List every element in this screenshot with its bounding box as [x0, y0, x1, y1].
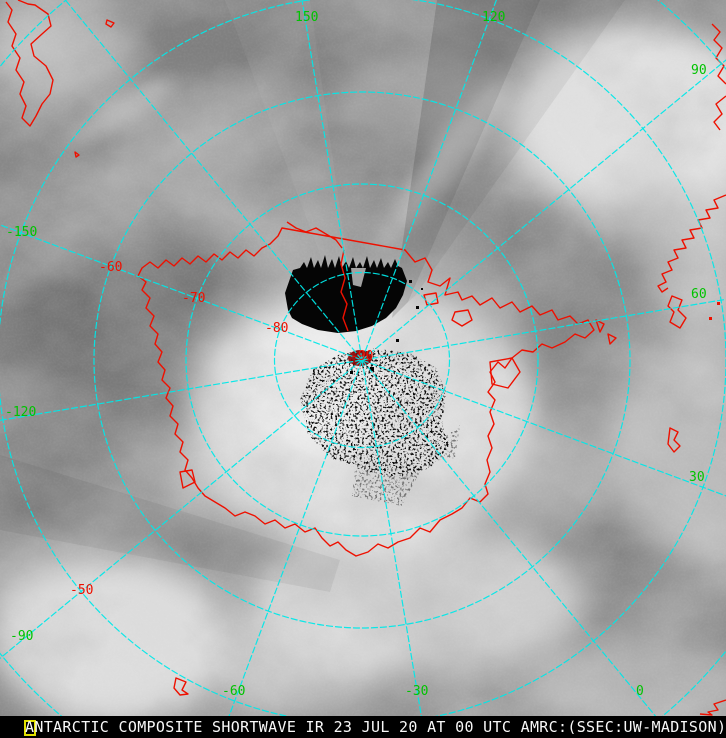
satellite-image	[0, 0, 726, 716]
status-bar: ANTARCTIC COMPOSITE SHORTWAVE IR 23 JUL …	[0, 716, 726, 738]
text-cursor-icon	[24, 720, 36, 736]
graticule-layer	[0, 0, 726, 716]
image-caption: ANTARCTIC COMPOSITE SHORTWAVE IR 23 JUL …	[25, 718, 726, 736]
scan-sector-shading	[392, 0, 540, 318]
coastline-layer	[5, 0, 726, 716]
